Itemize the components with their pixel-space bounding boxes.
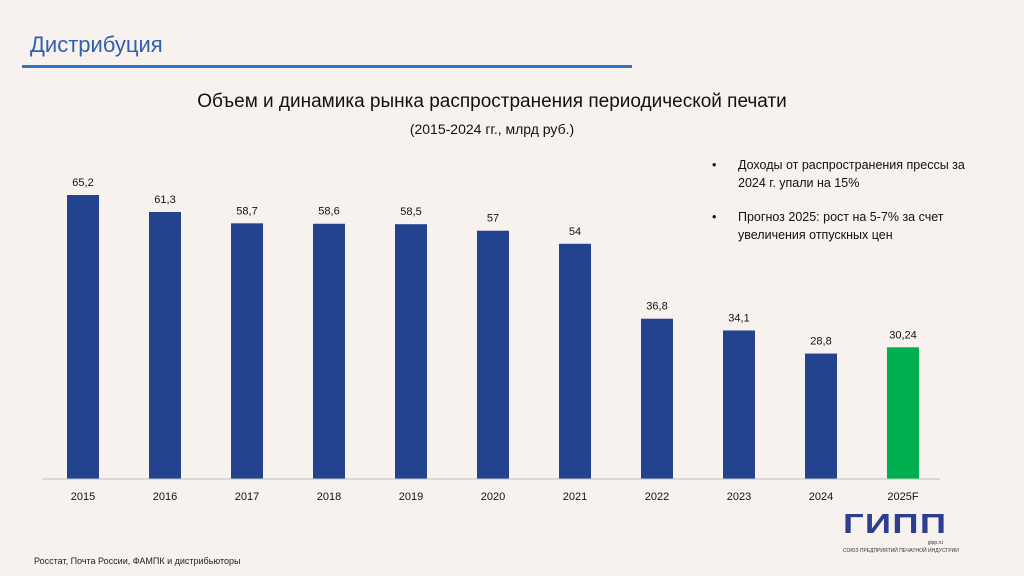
x-tick-label: 2018 xyxy=(317,491,341,503)
bar-2016 xyxy=(149,211,181,479)
bar-2020 xyxy=(477,230,509,479)
note-item: Доходы от распространения прессы за 2024… xyxy=(712,156,992,192)
gipp-logo: ГИПП gipp.ru СОЮЗ ПРЕДПРИЯТИЙ ПЕЧАТНОЙ И… xyxy=(843,510,959,556)
bar-2024 xyxy=(805,353,837,479)
bar-2015 xyxy=(67,195,99,479)
bar-2022 xyxy=(641,318,673,479)
data-label: 57 xyxy=(487,213,499,225)
data-label: 30,24 xyxy=(889,329,917,341)
header-divider xyxy=(22,65,632,68)
bar-2021 xyxy=(559,243,591,479)
bar-2023 xyxy=(723,330,755,479)
logo-url: gipp.ru xyxy=(927,540,943,546)
data-label: 28,8 xyxy=(810,336,831,348)
chart-subtitle: (2015-2024 гг., млрд руб.) xyxy=(409,121,575,137)
notes-list: Доходы от распространения прессы за 2024… xyxy=(712,156,992,260)
bar-2018 xyxy=(313,223,345,479)
x-tick-label: 2023 xyxy=(727,491,751,503)
data-label: 58,5 xyxy=(400,206,421,218)
data-label: 36,8 xyxy=(646,301,667,313)
logo-tagline: СОЮЗ ПРЕДПРИЯТИЙ ПЕЧАТНОЙ ИНДУСТРИИ xyxy=(843,548,959,554)
x-tick-label: 2016 xyxy=(153,491,177,503)
data-label: 34,1 xyxy=(728,312,749,324)
x-tick-label: 2021 xyxy=(563,491,587,503)
logo-mark: ГИПП xyxy=(843,508,948,539)
data-label: 58,6 xyxy=(318,206,339,218)
data-label: 61,3 xyxy=(154,194,175,206)
bar-2025F xyxy=(887,347,919,479)
x-tick-label: 2015 xyxy=(71,491,95,503)
x-tick-label: 2019 xyxy=(399,491,423,503)
x-tick-label: 2025F xyxy=(887,491,918,503)
bar-2017 xyxy=(231,223,263,479)
x-tick-label: 2017 xyxy=(235,491,259,503)
section-title: Дистрибуция xyxy=(30,32,163,57)
data-label: 65,2 xyxy=(72,177,93,189)
x-tick-label: 2024 xyxy=(809,491,833,503)
source-note: Росстат, Почта России, ФАМПК и дистрибью… xyxy=(34,556,241,566)
bar-2019 xyxy=(395,224,427,479)
note-item: Прогноз 2025: рост на 5-7% за счет увели… xyxy=(712,208,992,244)
data-label: 54 xyxy=(569,226,581,238)
chart-title: Объем и динамика рынка распространения п… xyxy=(197,91,787,112)
x-tick-label: 2022 xyxy=(645,491,669,503)
data-label: 58,7 xyxy=(236,205,257,217)
x-tick-label: 2020 xyxy=(481,491,505,503)
